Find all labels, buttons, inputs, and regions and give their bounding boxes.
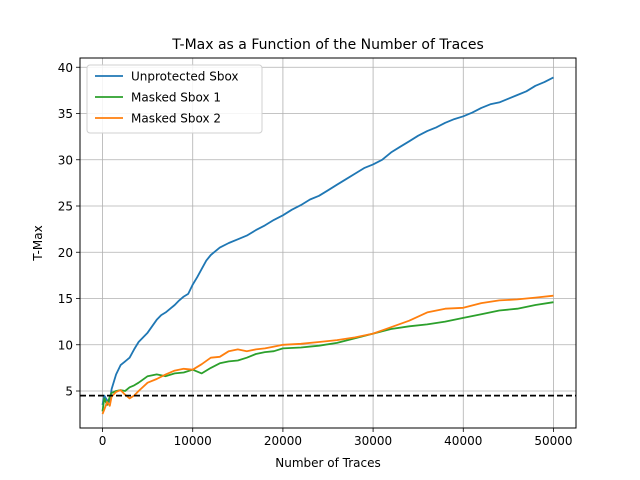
series-line-0 (101, 76, 554, 406)
y-tick-label: 20 (58, 246, 73, 260)
x-tick-label: 40000 (444, 434, 482, 448)
x-tick-label: 10000 (174, 434, 212, 448)
chart-title: T-Max as a Function of the Number of Tra… (171, 37, 484, 53)
legend-label-2: Masked Sbox 2 (131, 112, 221, 126)
y-tick-label: 25 (58, 200, 73, 214)
plot-frame (79, 57, 577, 429)
series-line-2 (101, 294, 554, 415)
y-tick-label: 30 (58, 153, 73, 167)
legend: Unprotected Sbox Masked Sbox 1 Masked Sbox… (86, 64, 263, 134)
grid (80, 58, 576, 428)
x-tick-label: 50000 (534, 434, 572, 448)
series-layer (80, 76, 576, 415)
x-tick-label: 0 (99, 434, 107, 448)
y-axis-label: T-Max (31, 225, 45, 261)
series-line-1 (101, 301, 554, 412)
x-tick-label: 30000 (354, 434, 392, 448)
legend-box (86, 64, 263, 134)
y-tick-label: 15 (58, 292, 73, 306)
axis-ticks: 0 10000 20000 30000 40000 50000 5 10 15 20 25 30 35 4… (58, 61, 573, 448)
legend-label-0: Unprotected Sbox (131, 70, 239, 84)
y-tick-label: 10 (58, 338, 73, 352)
y-tick-label: 5 (65, 385, 73, 399)
x-tick-label: 20000 (264, 434, 302, 448)
y-tick-label: 35 (58, 107, 73, 121)
legend-label-1: Masked Sbox 1 (131, 91, 221, 105)
x-axis-label: Number of Traces (275, 456, 381, 470)
y-tick-label: 40 (58, 61, 73, 75)
